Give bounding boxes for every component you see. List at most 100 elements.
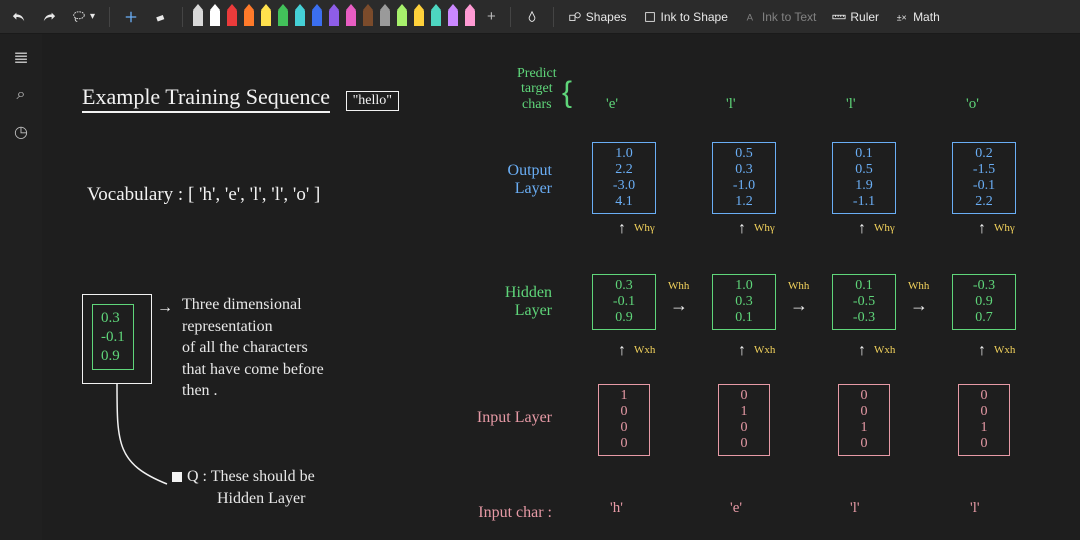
math-label: Math <box>913 10 940 24</box>
ink-to-shape-icon <box>643 10 657 24</box>
pencil-color[interactable] <box>463 4 477 30</box>
arrow-right-icon: → <box>790 295 808 316</box>
wxh-label: Wxh <box>994 344 1015 356</box>
ink-to-shape-label: Ink to Shape <box>661 10 728 24</box>
output-box: 1.02.2-3.04.1 <box>592 142 656 214</box>
math-button[interactable]: ±× Math <box>889 7 946 27</box>
pencil-color[interactable] <box>208 4 222 30</box>
input-char: 'l' <box>850 500 860 517</box>
svg-text:±×: ±× <box>897 12 907 22</box>
lasso-icon <box>72 10 86 24</box>
recent-button[interactable]: ◷ <box>14 122 28 142</box>
add-color-button[interactable]: + <box>481 5 502 28</box>
ruler-label: Ruler <box>850 10 879 24</box>
page-title: Example Training Sequence "hello" <box>82 84 399 111</box>
input-layer-label: Input Layer <box>432 409 552 427</box>
input-box: 0010 <box>838 384 890 456</box>
input-char: 'l' <box>970 500 980 517</box>
pencil-color[interactable] <box>327 4 341 30</box>
target-char: 'l' <box>726 96 736 113</box>
hidden-box: 0.3-0.10.9 <box>592 274 656 330</box>
drawing-canvas[interactable]: Example Training Sequence "hello" Vocabu… <box>42 34 1080 540</box>
ink-tool-button[interactable] <box>519 7 545 27</box>
arrow-right-icon: → <box>670 295 688 316</box>
arrow-up-icon: ↑ <box>618 342 626 360</box>
target-char: 'o' <box>966 96 979 113</box>
vocab-row: Vocabulary : [ 'h', 'e', 'l', 'l', 'o' ] <box>87 184 320 206</box>
plus-icon <box>124 10 138 24</box>
svg-text:A: A <box>747 12 754 23</box>
search-button[interactable]: ⌕ <box>17 86 26 104</box>
arrow-up-icon: ↑ <box>618 220 626 238</box>
pencil-color[interactable] <box>225 4 239 30</box>
ink-icon <box>525 10 539 24</box>
pencil-color[interactable] <box>412 4 426 30</box>
pencil-color[interactable] <box>310 4 324 30</box>
separator <box>109 7 110 27</box>
vocab-value: [ 'h', 'e', 'l', 'l', 'o' ] <box>188 184 320 205</box>
pencil-color[interactable] <box>191 4 205 30</box>
input-char: 'e' <box>730 500 742 517</box>
arrow-up-icon: ↑ <box>858 342 866 360</box>
pencil-color[interactable] <box>293 4 307 30</box>
pencil-color[interactable] <box>259 4 273 30</box>
shapes-icon <box>568 10 582 24</box>
hidden-box: 1.00.30.1 <box>712 274 776 330</box>
target-char: 'e' <box>606 96 618 113</box>
redo-icon <box>42 10 56 24</box>
ruler-icon <box>832 10 846 24</box>
lasso-button[interactable]: ▾ <box>66 7 101 27</box>
shapes-label: Shapes <box>586 10 627 24</box>
arrow-up-icon: ↑ <box>978 342 986 360</box>
pencil-color[interactable] <box>361 4 375 30</box>
ruler-button[interactable]: Ruler <box>826 7 885 27</box>
hidden-layer-label: Hidden Layer <box>452 284 552 320</box>
left-nav: 𝌆 ⌕ ◷ <box>0 34 42 540</box>
pencil-color[interactable] <box>242 4 256 30</box>
eraser-button[interactable] <box>148 7 174 27</box>
redo-button[interactable] <box>36 7 62 27</box>
output-box: 0.2-1.5-0.12.2 <box>952 142 1016 214</box>
input-box: 1000 <box>598 384 650 456</box>
pencil-color[interactable] <box>344 4 358 30</box>
output-layer-label: Output Layer <box>452 162 552 198</box>
math-icon: ±× <box>895 10 909 24</box>
wxh-label: Wxh <box>874 344 895 356</box>
pencil-palette <box>191 4 477 30</box>
output-box: 0.10.51.9-1.1 <box>832 142 896 214</box>
ink-to-text-button[interactable]: A Ink to Text <box>738 7 822 27</box>
pencil-color[interactable] <box>395 4 409 30</box>
connector-line <box>107 384 187 504</box>
pencil-color[interactable] <box>276 4 290 30</box>
add-pen-button[interactable] <box>118 7 144 27</box>
arrow-up-icon: ↑ <box>858 220 866 238</box>
hidden-sample-box: 0.3 -0.1 0.9 <box>92 304 134 370</box>
hidden-box: 0.1-0.5-0.3 <box>832 274 896 330</box>
wxh-label: Wxh <box>754 344 775 356</box>
library-button[interactable]: 𝌆 <box>14 48 28 68</box>
why-label: Whγ <box>994 222 1015 234</box>
why-label: Whγ <box>634 222 655 234</box>
undo-icon <box>12 10 26 24</box>
arrow-right-icon: → <box>910 295 928 316</box>
toolbar: ▾ + Shapes Ink to Shape A Ink to Text Ru… <box>0 0 1080 34</box>
hidden-box: -0.30.90.7 <box>952 274 1016 330</box>
arrow-up-icon: ↑ <box>978 220 986 238</box>
input-box: 0100 <box>718 384 770 456</box>
title-word: "hello" <box>346 91 399 111</box>
target-char: 'l' <box>846 96 856 113</box>
pencil-color[interactable] <box>378 4 392 30</box>
undo-button[interactable] <box>6 7 32 27</box>
why-label: Whγ <box>874 222 895 234</box>
title-text: Example Training Sequence <box>82 84 330 113</box>
pencil-color[interactable] <box>446 4 460 30</box>
whh-label: Whh <box>668 280 689 292</box>
ink-to-shape-button[interactable]: Ink to Shape <box>637 7 734 27</box>
pencil-color[interactable] <box>429 4 443 30</box>
shapes-button[interactable]: Shapes <box>562 7 633 27</box>
separator <box>553 7 554 27</box>
arrow-up-icon: ↑ <box>738 220 746 238</box>
wxh-label: Wxh <box>634 344 655 356</box>
whh-label: Whh <box>908 280 929 292</box>
eraser-icon <box>154 10 168 24</box>
